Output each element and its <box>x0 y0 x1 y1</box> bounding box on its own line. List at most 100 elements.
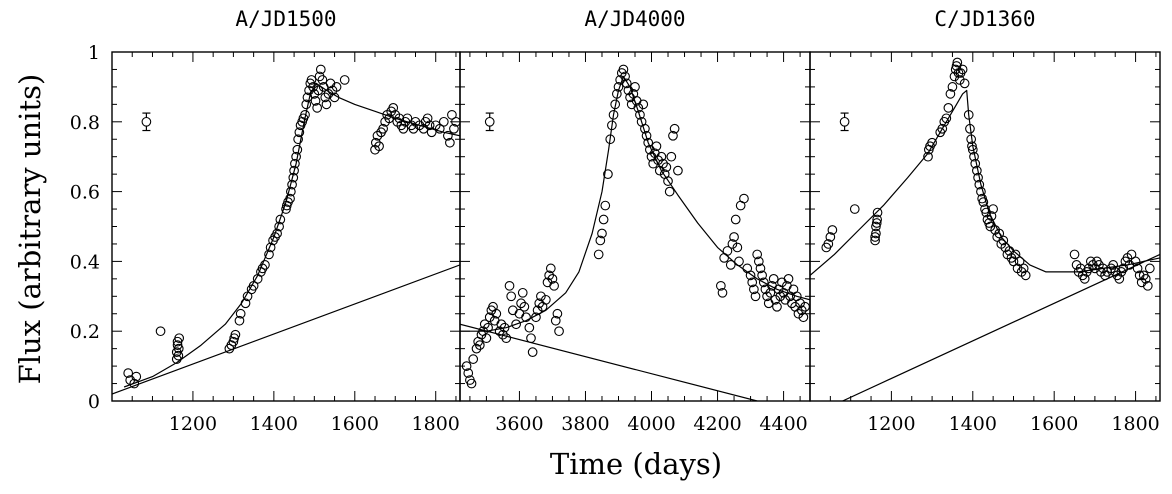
data-point <box>730 214 741 225</box>
data-point <box>796 305 807 316</box>
data-point <box>798 312 809 323</box>
data-point <box>286 186 296 197</box>
data-point <box>235 308 246 319</box>
data-point <box>976 186 986 197</box>
panel-3: C/JD1360 1200 1400 1600 1800 <box>809 7 1161 435</box>
data-point <box>1108 260 1119 270</box>
data-point <box>445 137 455 148</box>
data-point <box>598 214 609 225</box>
data-point <box>285 193 295 204</box>
x-tick-label: 4400 <box>759 413 807 435</box>
data-point <box>173 343 184 354</box>
data-point <box>871 228 881 239</box>
data-point <box>937 123 948 134</box>
panel-title: A/JD1500 <box>235 7 336 31</box>
data-point <box>1126 249 1137 260</box>
panel-title: C/JD1360 <box>934 7 1035 31</box>
data-point <box>952 57 963 68</box>
data-point <box>872 207 883 218</box>
data-point <box>717 287 728 298</box>
data-point <box>753 256 764 267</box>
data-point <box>463 368 474 378</box>
data-point <box>668 130 678 141</box>
panel-data <box>810 57 1160 401</box>
data-point <box>481 333 492 344</box>
data-point <box>618 64 629 75</box>
data-point <box>978 197 989 207</box>
data-point <box>545 263 556 274</box>
data-point <box>986 211 997 221</box>
data-point <box>768 274 779 284</box>
data-point <box>501 333 512 344</box>
data-point <box>308 82 318 92</box>
data-point <box>306 75 317 85</box>
y-tick-label: 1 <box>88 42 100 64</box>
y-tick-label: 0 <box>88 391 100 413</box>
data-point <box>293 134 303 145</box>
data-point <box>823 239 834 249</box>
data-point <box>474 340 485 351</box>
panel-2: A/JD4000 3600 3800 4000 4200 4400 <box>459 7 811 435</box>
linear-trend-line <box>842 253 1160 401</box>
error-bar-point <box>141 116 152 127</box>
data-point <box>294 127 305 138</box>
data-point <box>275 214 286 225</box>
model-curve <box>123 82 460 388</box>
data-point <box>597 228 607 239</box>
data-point <box>749 284 759 295</box>
data-point <box>424 120 435 131</box>
x-tick-label: 4000 <box>627 413 675 435</box>
data-point <box>289 165 299 176</box>
data-point <box>994 228 1005 239</box>
linear-trend-line <box>460 323 758 401</box>
model-curve <box>460 75 810 332</box>
data-point <box>947 82 958 92</box>
data-point <box>1114 274 1125 284</box>
data-point <box>123 368 134 378</box>
data-point <box>549 280 559 291</box>
data-point <box>635 109 645 120</box>
data-point <box>434 123 445 134</box>
data-point <box>595 235 606 246</box>
data-point <box>757 270 767 281</box>
data-point <box>314 71 325 82</box>
data-point <box>438 116 449 127</box>
data-point <box>447 109 457 120</box>
data-point <box>849 204 860 214</box>
x-tick-label: 3800 <box>561 413 609 435</box>
data-point <box>775 291 786 302</box>
data-point <box>793 308 804 319</box>
data-point <box>871 218 882 228</box>
data-point <box>957 64 968 75</box>
x-tick-label: 1600 <box>331 413 379 435</box>
data-point <box>750 291 761 302</box>
data-point <box>795 298 805 309</box>
data-point <box>641 130 652 141</box>
data-point <box>372 130 383 141</box>
x-tick-label: 1600 <box>1030 413 1078 435</box>
panel-data <box>460 64 810 401</box>
data-point <box>1132 263 1143 274</box>
data-point <box>630 82 640 92</box>
data-point <box>174 333 185 344</box>
data-point <box>770 294 781 305</box>
data-point <box>504 280 515 291</box>
data-point <box>527 347 538 357</box>
data-point <box>310 96 321 106</box>
data-point <box>620 71 630 82</box>
data-point <box>998 235 1009 246</box>
data-point <box>228 336 239 347</box>
data-point <box>131 371 142 382</box>
data-point <box>422 113 433 124</box>
data-point <box>426 127 437 138</box>
data-point <box>651 141 662 152</box>
data-point <box>468 354 479 364</box>
data-point <box>449 123 459 134</box>
data-point <box>827 225 838 235</box>
data-point <box>661 162 672 173</box>
data-point <box>666 151 677 162</box>
data-point <box>461 361 472 371</box>
data-point <box>725 260 736 270</box>
data-point <box>1142 280 1153 291</box>
